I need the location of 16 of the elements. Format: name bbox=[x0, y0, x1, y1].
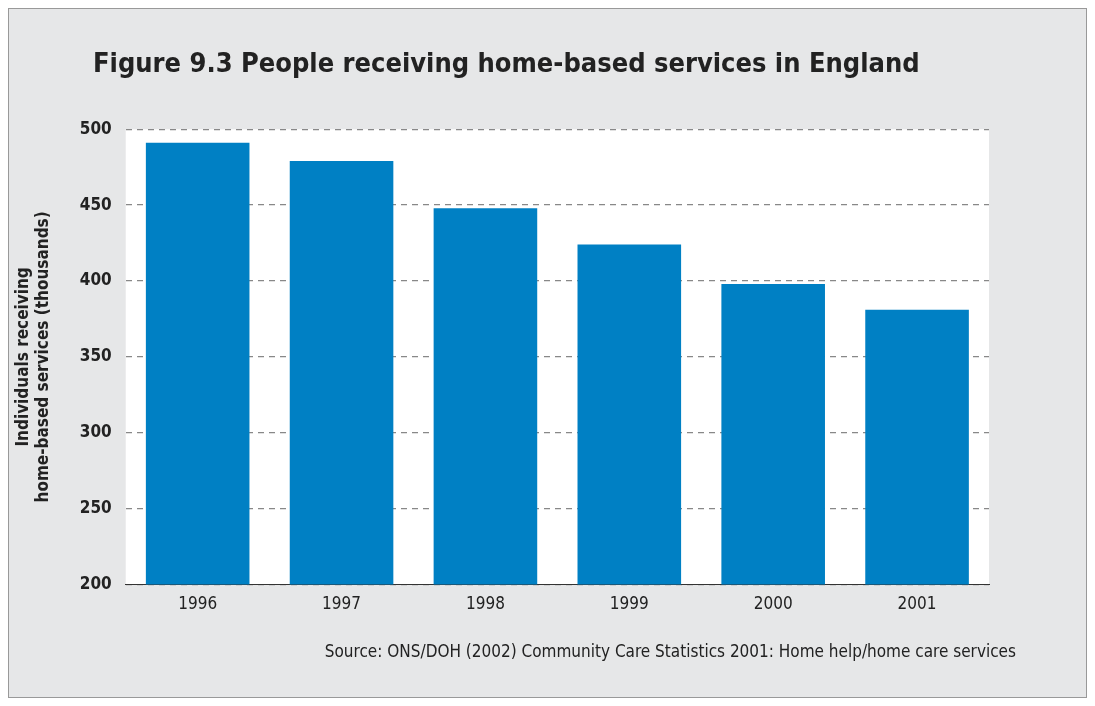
x-tick-label: 2001 bbox=[897, 593, 937, 614]
y-axis-title: Individuals receiving home-based services (thousands) bbox=[11, 211, 53, 503]
y-tick-label: 400 bbox=[79, 269, 112, 290]
y-tick-label: 500 bbox=[79, 117, 112, 138]
x-tick-label: 1996 bbox=[178, 593, 218, 614]
source-note: Source: ONS/DOH (2002) Community Care Statistics 2001: Home help/home care services bbox=[324, 641, 1016, 661]
y-tick-label: 200 bbox=[79, 573, 112, 594]
y-tick-label: 300 bbox=[79, 421, 112, 442]
y-tick-label: 450 bbox=[79, 193, 112, 214]
y-tick-label: 250 bbox=[79, 497, 112, 518]
x-tick-label: 1997 bbox=[322, 593, 361, 614]
x-tick-label: 2000 bbox=[753, 593, 793, 614]
x-tick-label: 1999 bbox=[609, 593, 649, 614]
x-tick-label: 1998 bbox=[465, 593, 505, 614]
chart-title: Figure 9.3 People receiving home-based services in England bbox=[93, 47, 920, 78]
y-tick-label: 350 bbox=[79, 345, 112, 366]
